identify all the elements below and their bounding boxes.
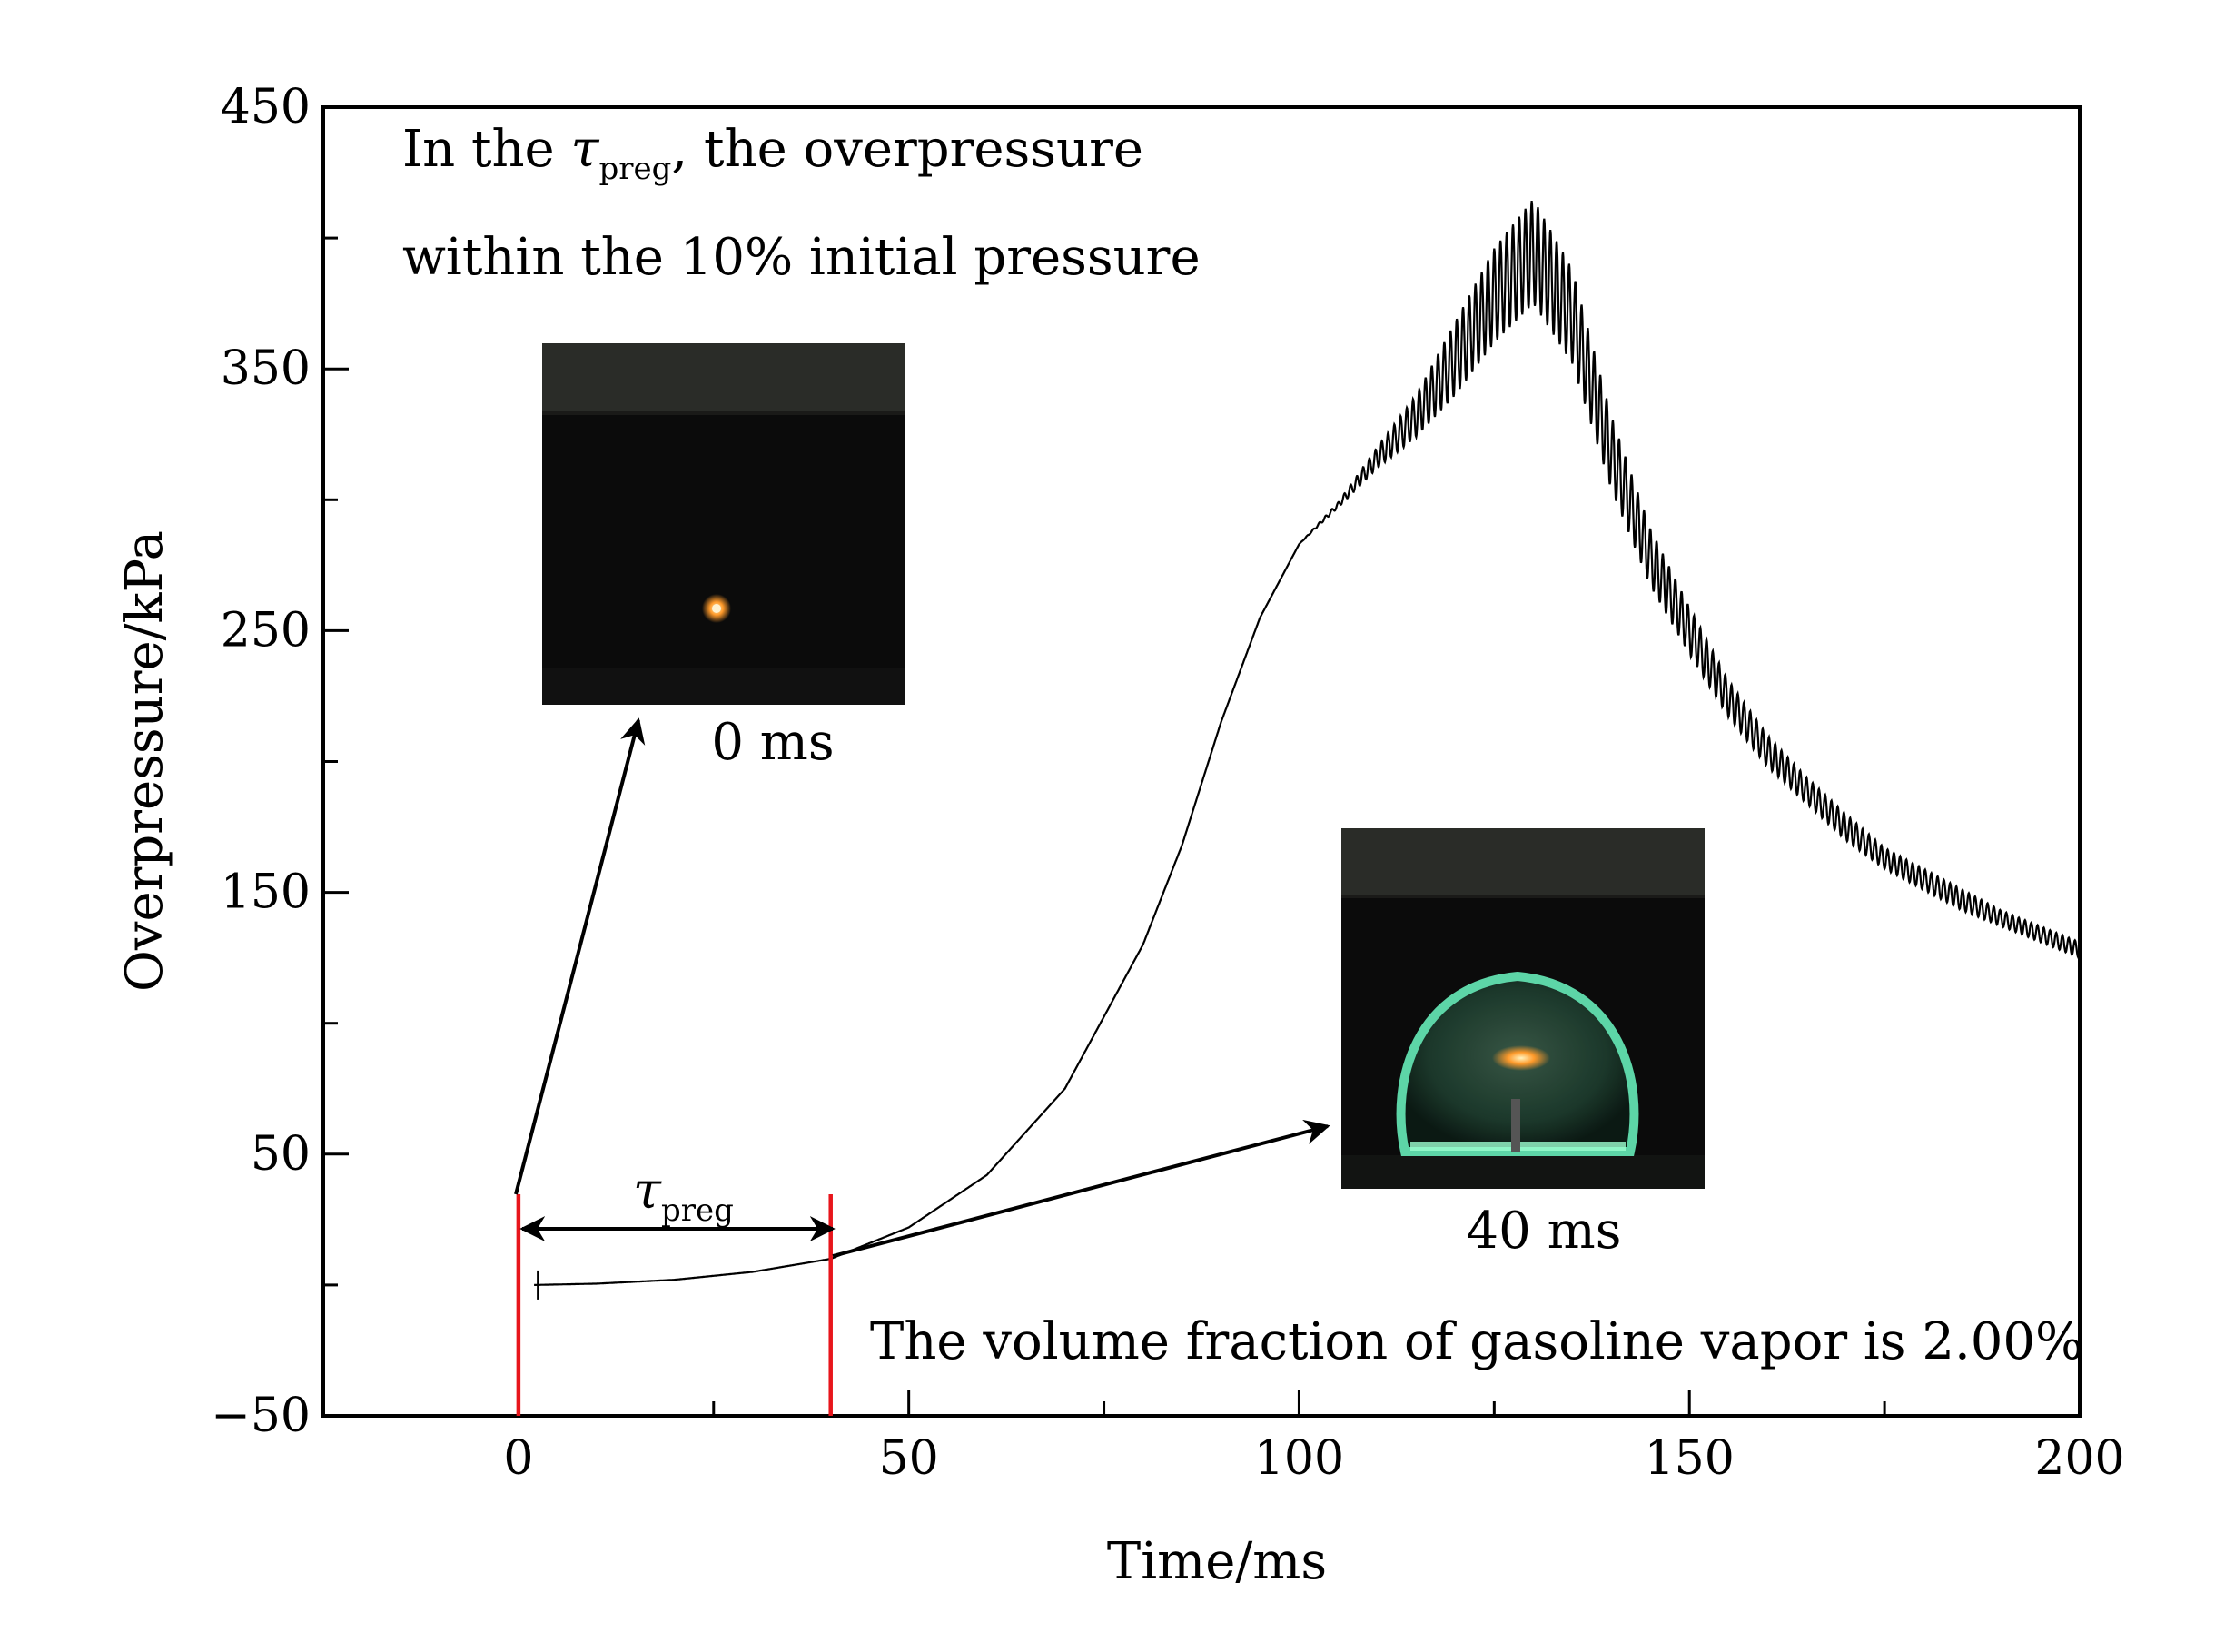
annotation-top-line1: In the τpreg, the overpressure — [402, 120, 1143, 187]
arrow-to-inset-0ms — [514, 717, 646, 1195]
y-axis-ticks: −50 50 150 250 350 450 — [211, 80, 349, 1443]
inset-photo-0ms — [542, 343, 905, 705]
y-tick-label: 450 — [221, 80, 311, 134]
annotation-top-line2: within the 10% initial pressure — [402, 228, 1201, 287]
annotation-tau: τ — [571, 120, 600, 179]
y-tick-label: −50 — [211, 1389, 311, 1443]
x-tick-label: 150 — [1645, 1431, 1735, 1486]
arrow-to-inset-40ms — [832, 1119, 1330, 1258]
inset-caption-40ms: 40 ms — [1467, 1202, 1622, 1261]
x-tick-label: 200 — [2034, 1431, 2124, 1486]
y-tick-label: 350 — [221, 341, 311, 396]
x-tick-label: 0 — [503, 1431, 533, 1486]
plot-frame — [321, 105, 2082, 1418]
tau-span-label: τpreg — [633, 1162, 734, 1229]
y-axis-title: Overpressure/kPa — [115, 530, 174, 992]
preg-subscript: preg — [661, 1192, 734, 1229]
tau-symbol: τ — [633, 1162, 662, 1221]
x-tick-label: 100 — [1254, 1431, 1344, 1486]
overpressure-series-line — [534, 200, 2080, 1286]
y-tick-label: 150 — [221, 866, 311, 920]
annotation-bottom: The volume fraction of gasoline vapor is… — [870, 1312, 2083, 1371]
annotation-top-line1-post: , the overpressure — [671, 120, 1143, 179]
y-tick-label: 250 — [221, 603, 311, 658]
x-axis-title: Time/ms — [1107, 1532, 1327, 1591]
annotation-preg: preg — [598, 151, 671, 187]
inset-photo-40ms — [1341, 828, 1705, 1189]
inset-caption-0ms: 0 ms — [711, 713, 834, 772]
annotation-top-line1-pre: In the — [402, 120, 571, 179]
x-axis-ticks: 0 50 100 150 200 — [503, 1390, 2125, 1486]
x-tick-label: 50 — [879, 1431, 939, 1486]
y-tick-label: 50 — [251, 1127, 311, 1182]
